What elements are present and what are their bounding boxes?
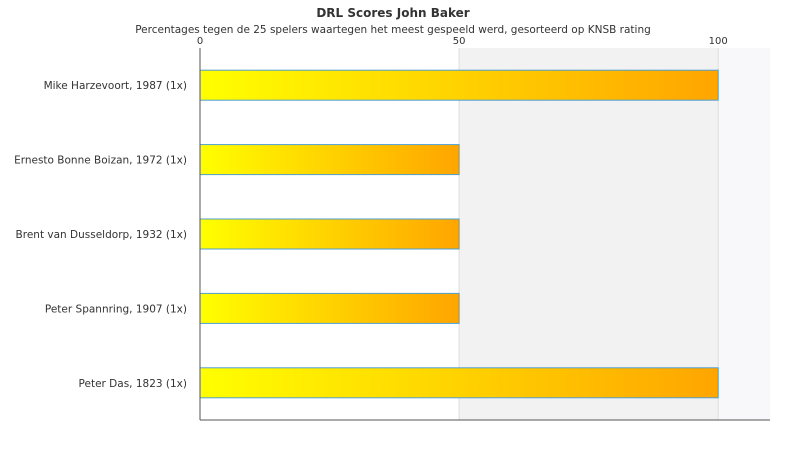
bar — [199, 367, 719, 399]
plot-band — [718, 48, 770, 420]
bar — [199, 144, 460, 176]
x-tick-label: 50 — [453, 36, 466, 47]
chart-title: DRL Scores John Baker — [316, 6, 469, 20]
plot-band — [459, 48, 719, 420]
category-label: Mike Harzevoort, 1987 (1x) — [44, 80, 187, 92]
bar — [199, 292, 460, 324]
x-tick-label: 100 — [709, 36, 728, 47]
category-label: Brent van Dusseldorp, 1932 (1x) — [16, 229, 187, 241]
chart-subtitle: Percentages tegen de 25 spelers waartege… — [135, 24, 651, 36]
bar — [199, 69, 719, 101]
category-label: Peter Das, 1823 (1x) — [79, 378, 187, 390]
category-label: Peter Spannring, 1907 (1x) — [45, 303, 187, 315]
category-label: Ernesto Bonne Boizan, 1972 (1x) — [14, 155, 187, 167]
x-tick-label: 0 — [197, 36, 203, 47]
bar — [199, 218, 460, 250]
plot-area: 0 50 100 Mike Harzevoort, 1987 (1x) Ernesto … — [14, 36, 770, 421]
